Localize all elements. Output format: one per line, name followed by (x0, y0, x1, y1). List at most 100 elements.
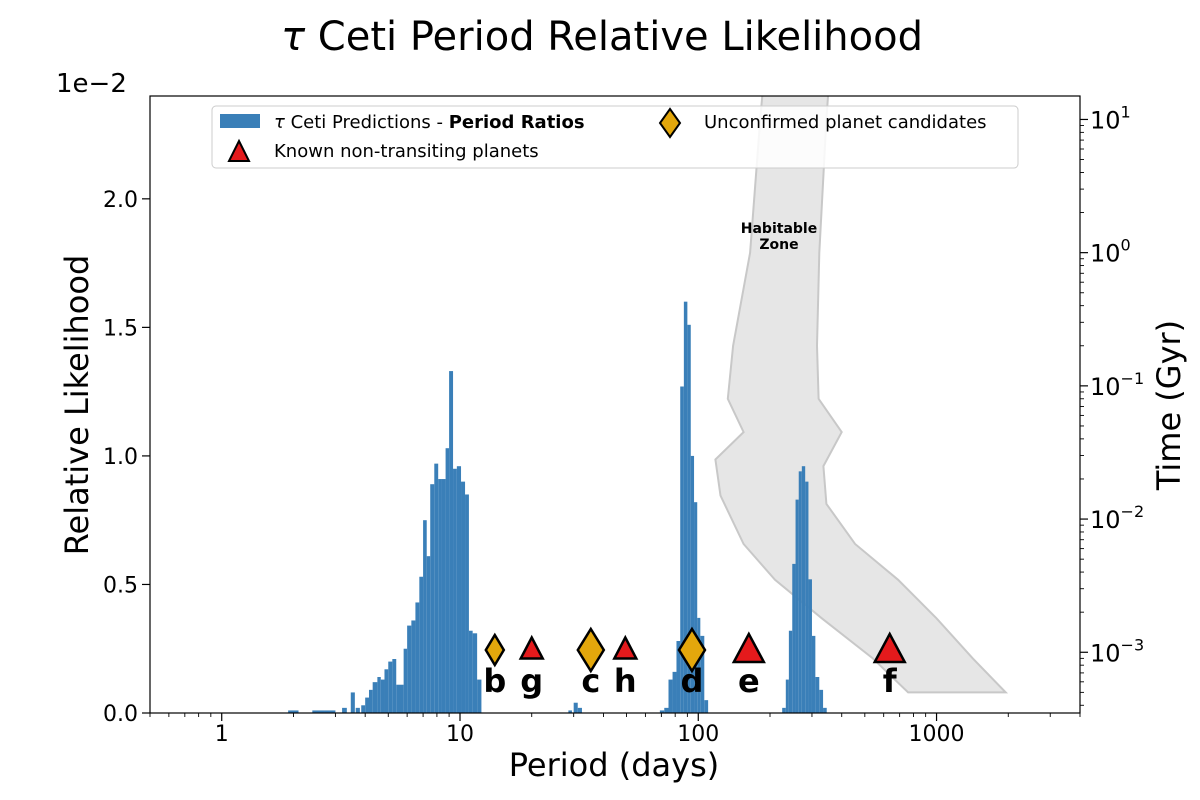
y-tick-label: 0.5 (103, 574, 138, 599)
planet-h-triangle-marker (612, 634, 639, 660)
histogram-bar (438, 479, 442, 713)
histogram-bar (372, 682, 378, 713)
right-axis-label: Time (Gyr) (1150, 320, 1188, 491)
legend-box (211, 105, 1019, 169)
histogram-bar (795, 499, 799, 713)
x-axis-label: Period (days) (509, 746, 719, 784)
histogram-bar (801, 466, 806, 713)
planet-e-triangle-marker (731, 631, 766, 664)
histogram-bar (430, 484, 435, 713)
histogram-bar (664, 707, 669, 713)
histogram-bar (396, 684, 400, 713)
histogram-bar (453, 468, 457, 713)
histogram-bar (805, 481, 809, 713)
histogram-bar (380, 679, 385, 713)
habitable-zone (714, 96, 1009, 694)
y2-tick-base: 10 (1090, 373, 1121, 401)
legend-triangle-icon (227, 138, 251, 162)
histogram-bar (683, 301, 688, 713)
x-axis: 1 10 100 1000 (149, 713, 1081, 747)
histogram-bar (441, 479, 446, 713)
histogram-bar (324, 710, 336, 713)
histogram-bar (811, 635, 816, 713)
planet-e-label: e (738, 662, 760, 700)
chart-title: τ Ceti Period Relative Likelihood (281, 14, 923, 60)
y-tick-label: 0.0 (103, 702, 138, 727)
histogram-bar (407, 625, 412, 713)
planet-f-triangle-marker (872, 631, 907, 664)
planet-d-diamond-marker (677, 626, 707, 674)
y2-tick-exponent: 0 (1121, 236, 1131, 255)
histogram-bar (668, 679, 673, 713)
histogram-bar (676, 641, 681, 713)
legend-triangle-label: Known non-transiting planets (274, 141, 539, 162)
legend-diamond-label: Unconfirmed planet candidates (704, 112, 987, 133)
y2-tick-label: 10−3 (1090, 635, 1144, 667)
histogram-bar (350, 692, 355, 713)
y-tick-label: 2.0 (103, 188, 138, 213)
histogram-bar (782, 707, 786, 713)
histogram-bar (392, 659, 397, 713)
histogram-bar (704, 700, 709, 713)
histogram-bar (785, 679, 789, 713)
histogram-bar (568, 710, 572, 713)
histogram-bar (403, 648, 408, 713)
histogram-bar (468, 630, 473, 713)
histogram-bar (700, 635, 705, 713)
legend: τ Ceti Predictions - Period Ratios Uncon… (211, 105, 1019, 169)
histogram-bar (423, 520, 427, 713)
histogram-bar (680, 386, 684, 713)
histogram-bar (690, 455, 695, 713)
histogram-bar (815, 677, 820, 713)
planet-d-label: d (681, 662, 704, 700)
y2-tick-exponent: −2 (1121, 502, 1145, 521)
planet-h-label: h (614, 662, 637, 700)
histogram-bar (384, 669, 389, 713)
y2-tick-base: 10 (1090, 107, 1121, 135)
histogram-bar (368, 689, 373, 713)
habitable-zone-label-line1: Habitable (741, 221, 817, 237)
histogram-bar (312, 710, 325, 713)
plot-frame (149, 95, 1081, 714)
histogram-bar (672, 671, 677, 713)
histogram-bar (377, 677, 381, 713)
y2-tick-label: 10−2 (1090, 502, 1144, 534)
histogram-bar (415, 602, 420, 713)
histogram-bar (361, 705, 366, 713)
planet-b-diamond-marker (484, 632, 506, 668)
planet-g-label: g (520, 662, 543, 700)
histogram-bar (456, 466, 462, 713)
y2-tick-base: 10 (1090, 240, 1121, 268)
histogram-bar (687, 324, 691, 713)
histogram-bar (823, 707, 827, 713)
y2-tick-label: 101 (1090, 103, 1131, 135)
planet-g-triangle-marker (518, 634, 545, 660)
histogram-bar (342, 707, 347, 713)
y2-tick-exponent: 1 (1121, 103, 1131, 122)
histogram-bar (461, 481, 466, 713)
histogram-bar (573, 702, 578, 713)
histogram-bar (400, 684, 404, 713)
y-tick-label: 1.0 (103, 445, 138, 470)
histogram-bar (288, 710, 299, 713)
planet-c-diamond-marker (576, 626, 606, 674)
histogram-bar (411, 620, 416, 713)
planet-c-label: c (581, 662, 600, 700)
histogram-bar (788, 630, 793, 713)
planet-b-label: b (483, 662, 506, 700)
histogram-bar (434, 463, 439, 713)
x-tick-label: 1 (215, 722, 229, 747)
histogram-bar (798, 471, 802, 713)
legend-bar-swatch (220, 114, 260, 128)
histogram-bar (819, 689, 824, 713)
histogram-bar (808, 579, 812, 713)
histogram-bar (577, 707, 582, 713)
histogram-bar (388, 661, 393, 713)
y-multiplier: 1e−2 (56, 69, 127, 99)
y2-tick-label: 100 (1090, 236, 1131, 268)
x-tick-label: 10 (446, 722, 474, 747)
histogram-bar (792, 563, 796, 713)
